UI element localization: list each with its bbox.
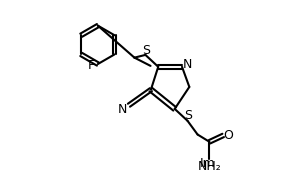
Text: F: F: [88, 59, 95, 72]
Text: Im: Im: [200, 157, 216, 170]
Text: O: O: [223, 129, 233, 142]
Text: N: N: [118, 103, 127, 116]
Text: N: N: [183, 57, 192, 71]
Text: S: S: [184, 109, 192, 122]
Text: S: S: [142, 44, 150, 57]
Text: NH₂: NH₂: [198, 160, 221, 173]
